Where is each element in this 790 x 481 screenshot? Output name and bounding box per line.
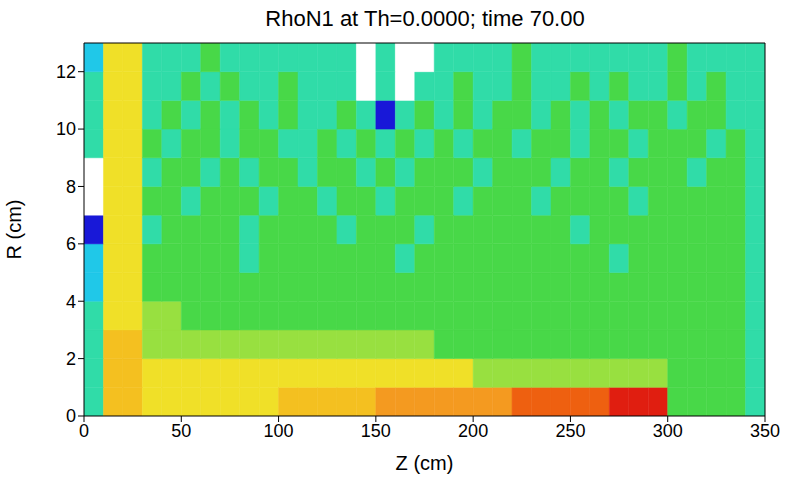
svg-text:8: 8 <box>66 177 76 197</box>
svg-text:12: 12 <box>56 62 76 82</box>
svg-text:2: 2 <box>66 349 76 369</box>
svg-text:150: 150 <box>361 421 391 441</box>
svg-text:300: 300 <box>653 421 683 441</box>
svg-text:4: 4 <box>66 292 76 312</box>
svg-text:0: 0 <box>79 421 89 441</box>
svg-text:200: 200 <box>458 421 488 441</box>
svg-text:100: 100 <box>264 421 294 441</box>
svg-text:50: 50 <box>171 421 191 441</box>
svg-text:R (cm): R (cm) <box>3 200 25 260</box>
svg-text:250: 250 <box>555 421 585 441</box>
svg-text:350: 350 <box>750 421 780 441</box>
svg-text:Z (cm): Z (cm) <box>396 452 454 474</box>
html-text:RhoN1 at Th=0.0000; time 70.00: RhoN1 at Th=0.0000; time 70.00 <box>265 6 585 31</box>
svg-text:0: 0 <box>66 406 76 426</box>
svg-text:6: 6 <box>66 234 76 254</box>
svg-text:10: 10 <box>56 119 76 139</box>
